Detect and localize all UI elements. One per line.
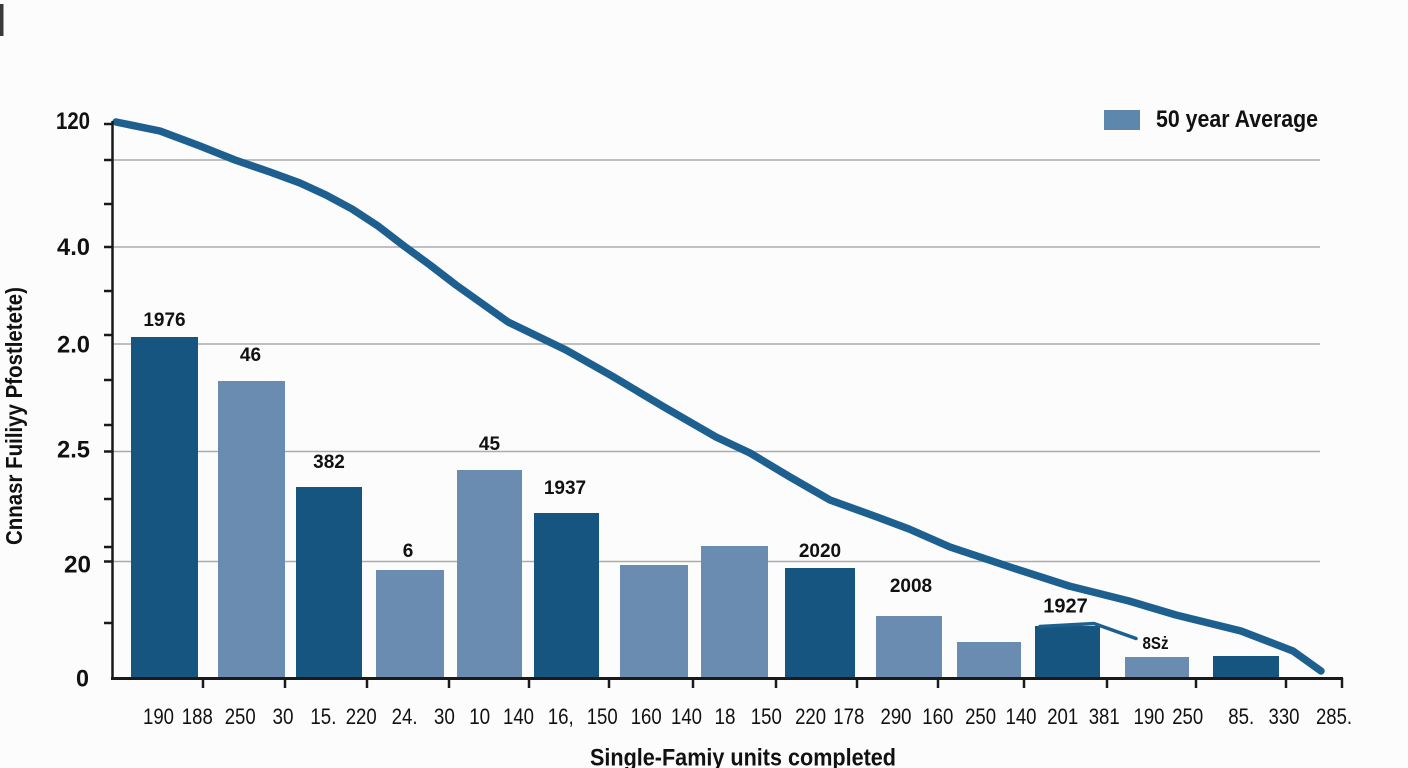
svg-text:46: 46 [240,345,261,366]
svg-text:30: 30 [434,704,455,729]
svg-text:160: 160 [631,704,662,729]
svg-text:220: 220 [795,704,826,729]
svg-text:220: 220 [346,704,377,729]
svg-text:24.: 24. [392,704,418,729]
svg-text:10: 10 [469,704,490,729]
svg-text:Cnnasr Fuiliyy Pfostletete): Cnnasr Fuiliyy Pfostletete) [1,287,27,545]
svg-text:16,: 16, [548,704,574,729]
svg-text:2020: 2020 [799,541,841,562]
svg-text:8Sż: 8Sż [1143,633,1169,653]
svg-text:250: 250 [1172,704,1203,729]
svg-text:2.5: 2.5 [57,437,90,464]
svg-text:250: 250 [965,704,996,729]
svg-text:150: 150 [751,704,782,729]
svg-text:4.0: 4.0 [57,234,90,261]
svg-text:140: 140 [1006,704,1037,729]
svg-text:140: 140 [671,704,702,729]
svg-text:290: 290 [881,704,912,729]
svg-text:1976: 1976 [143,310,185,331]
svg-text:381: 381 [1089,704,1120,729]
svg-text:150: 150 [587,704,618,729]
svg-text:6: 6 [403,541,414,562]
svg-text:18: 18 [715,704,736,729]
svg-text:50 year Average: 50 year Average [1156,106,1318,133]
svg-text:Single-Famiy units completed: Single-Famiy units completed [590,745,896,768]
svg-text:250: 250 [225,704,256,729]
svg-text:2008: 2008 [890,576,932,597]
svg-text:1937: 1937 [544,478,586,499]
svg-text:45: 45 [479,434,501,455]
svg-text:2.0: 2.0 [57,332,90,359]
svg-text:160: 160 [922,704,953,729]
svg-text:140: 140 [503,704,534,729]
svg-text:201: 201 [1047,704,1078,729]
svg-text:85.: 85. [1228,704,1254,729]
svg-text:178: 178 [833,704,864,729]
svg-text:20: 20 [64,552,91,579]
svg-text:0: 0 [76,666,89,693]
svg-text:120: 120 [56,108,90,135]
svg-text:382: 382 [313,452,345,473]
svg-text:30: 30 [273,704,294,729]
svg-text:285.: 285. [1316,704,1352,729]
svg-text:190: 190 [143,704,174,729]
svg-text:188: 188 [182,704,213,729]
svg-text:15.: 15. [310,704,336,729]
svg-text:330: 330 [1269,704,1300,729]
svg-text:190: 190 [1134,704,1165,729]
svg-text:1927: 1927 [1043,596,1088,618]
